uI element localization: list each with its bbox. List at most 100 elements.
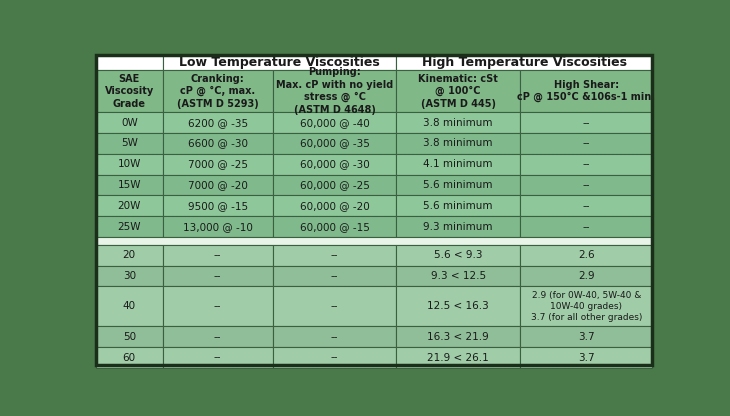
Text: 50: 50 <box>123 332 136 342</box>
Text: 0W: 0W <box>121 118 138 128</box>
Text: --: -- <box>331 332 338 342</box>
Text: High Temperature Viscosities: High Temperature Viscosities <box>422 56 627 69</box>
Text: 6600 @ -30: 6600 @ -30 <box>188 139 247 149</box>
Bar <box>96 245 163 265</box>
Text: 9.3 < 12.5: 9.3 < 12.5 <box>431 271 485 281</box>
Text: 6200 @ -35: 6200 @ -35 <box>188 118 247 128</box>
Bar <box>163 286 273 326</box>
Bar <box>273 196 396 216</box>
Text: 3.8 minimum: 3.8 minimum <box>423 139 493 149</box>
Text: 16.3 < 21.9: 16.3 < 21.9 <box>427 332 489 342</box>
Bar <box>96 70 163 112</box>
Text: Cranking:
cP @ °C, max.
(ASTM D 5293): Cranking: cP @ °C, max. (ASTM D 5293) <box>177 74 258 109</box>
Bar <box>520 175 653 196</box>
Text: --: -- <box>214 352 221 362</box>
Bar <box>273 133 396 154</box>
Bar <box>273 154 396 175</box>
Text: Low Temperature Viscosities: Low Temperature Viscosities <box>179 56 380 69</box>
Bar <box>396 245 520 265</box>
Bar <box>520 245 653 265</box>
Text: 4.1 minimum: 4.1 minimum <box>423 159 493 169</box>
Text: Kinematic: cSt
@ 100°C
(ASTM D 445): Kinematic: cSt @ 100°C (ASTM D 445) <box>418 74 498 109</box>
Bar <box>396 216 520 237</box>
Bar <box>396 154 520 175</box>
Bar <box>520 286 653 326</box>
Text: 60,000 @ -40: 60,000 @ -40 <box>300 118 369 128</box>
Bar <box>163 55 396 70</box>
Text: --: -- <box>214 332 221 342</box>
Bar <box>520 133 653 154</box>
Bar <box>163 70 273 112</box>
Text: --: -- <box>331 301 338 311</box>
Text: 3.8 minimum: 3.8 minimum <box>423 118 493 128</box>
Bar <box>520 216 653 237</box>
Bar <box>273 347 396 368</box>
Text: 7000 @ -20: 7000 @ -20 <box>188 180 247 190</box>
Text: 3.7: 3.7 <box>578 332 594 342</box>
Bar <box>273 245 396 265</box>
Bar <box>273 112 396 133</box>
Text: 60,000 @ -20: 60,000 @ -20 <box>300 201 369 211</box>
Text: --: -- <box>331 271 338 281</box>
Text: --: -- <box>583 222 590 232</box>
Bar <box>273 326 396 347</box>
Text: --: -- <box>583 159 590 169</box>
Text: 2.9: 2.9 <box>578 271 594 281</box>
Bar <box>96 237 653 245</box>
Bar <box>396 70 520 112</box>
Bar <box>163 133 273 154</box>
Bar <box>520 326 653 347</box>
Text: 30: 30 <box>123 271 136 281</box>
Bar <box>396 286 520 326</box>
Text: 12.5 < 16.3: 12.5 < 16.3 <box>427 301 489 311</box>
Bar <box>96 112 163 133</box>
Text: 21.9 < 26.1: 21.9 < 26.1 <box>427 352 489 362</box>
Bar <box>96 286 163 326</box>
Text: 60,000 @ -25: 60,000 @ -25 <box>299 180 369 190</box>
Text: --: -- <box>583 201 590 211</box>
Bar <box>520 112 653 133</box>
Text: 9.3 minimum: 9.3 minimum <box>423 222 493 232</box>
Text: 2.6: 2.6 <box>578 250 594 260</box>
Bar <box>163 265 273 286</box>
Text: 9500 @ -15: 9500 @ -15 <box>188 201 247 211</box>
Bar <box>96 216 163 237</box>
Bar <box>96 154 163 175</box>
Bar <box>396 55 653 70</box>
Text: High Shear:
cP @ 150°C &106s-1 min.: High Shear: cP @ 150°C &106s-1 min. <box>517 80 656 102</box>
Bar <box>396 265 520 286</box>
Bar <box>163 112 273 133</box>
Text: 7000 @ -25: 7000 @ -25 <box>188 159 247 169</box>
Text: Pumping:
Max. cP with no yield
stress @ °C
(ASTM D 4648): Pumping: Max. cP with no yield stress @ … <box>276 67 393 115</box>
Bar <box>163 245 273 265</box>
Text: --: -- <box>583 180 590 190</box>
Text: 15W: 15W <box>118 180 141 190</box>
Text: 60,000 @ -15: 60,000 @ -15 <box>299 222 369 232</box>
Text: 60,000 @ -30: 60,000 @ -30 <box>300 159 369 169</box>
Bar <box>96 347 163 368</box>
Bar <box>396 175 520 196</box>
Bar <box>520 347 653 368</box>
Bar <box>396 326 520 347</box>
Bar <box>520 154 653 175</box>
Text: 2.9 (for 0W-40, 5W-40 &
10W-40 grades)
3.7 (for all other grades): 2.9 (for 0W-40, 5W-40 & 10W-40 grades) 3… <box>531 291 642 322</box>
Bar <box>520 265 653 286</box>
Text: SAE
Viscosity
Grade: SAE Viscosity Grade <box>104 74 154 109</box>
Text: 25W: 25W <box>118 222 141 232</box>
Bar <box>273 265 396 286</box>
Text: 5.6 minimum: 5.6 minimum <box>423 180 493 190</box>
Bar <box>396 196 520 216</box>
Text: 60: 60 <box>123 352 136 362</box>
Text: 5W: 5W <box>121 139 138 149</box>
Bar <box>273 216 396 237</box>
Text: --: -- <box>214 271 221 281</box>
Bar <box>520 196 653 216</box>
Text: 5.6 < 9.3: 5.6 < 9.3 <box>434 250 483 260</box>
Bar <box>96 133 163 154</box>
Text: 3.7: 3.7 <box>578 352 594 362</box>
Text: --: -- <box>214 301 221 311</box>
Bar <box>96 55 163 70</box>
Text: 20: 20 <box>123 250 136 260</box>
Bar <box>163 347 273 368</box>
Bar <box>163 326 273 347</box>
